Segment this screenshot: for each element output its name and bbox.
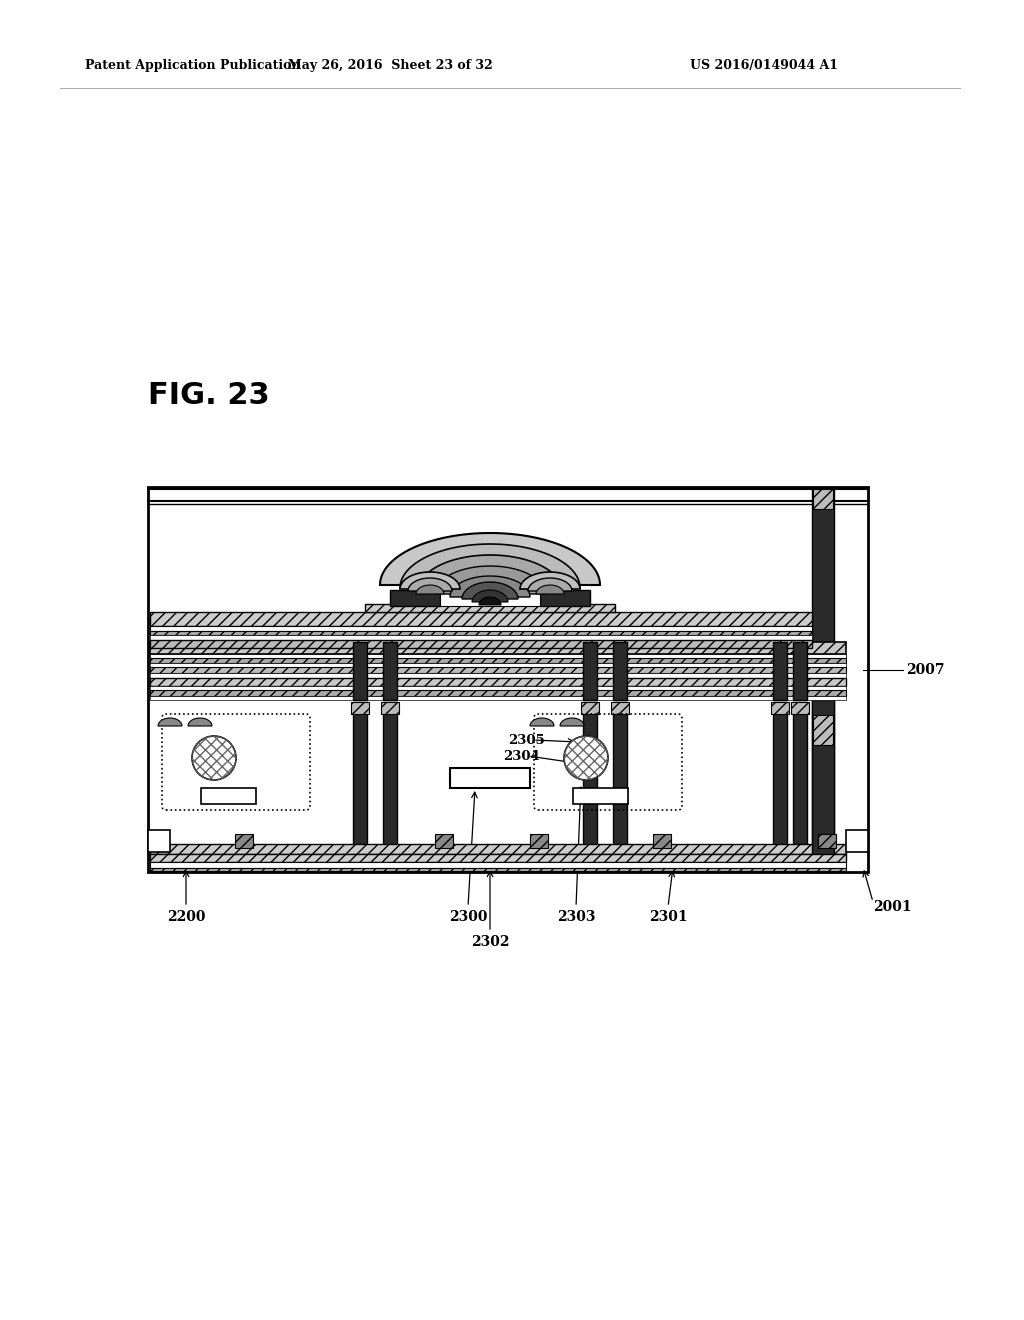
Bar (812, 488, 834, 870)
Polygon shape (536, 585, 564, 594)
Text: 2001: 2001 (873, 900, 911, 913)
Bar (150, 657, 846, 663)
Text: 2302: 2302 (471, 935, 509, 949)
Polygon shape (435, 566, 545, 594)
Text: US 2016/0149044 A1: US 2016/0149044 A1 (690, 58, 838, 71)
Polygon shape (472, 590, 508, 602)
Polygon shape (400, 544, 580, 587)
Bar (150, 663, 846, 667)
Bar (613, 642, 627, 700)
Text: FIG. 23: FIG. 23 (148, 380, 269, 409)
Circle shape (564, 737, 608, 780)
Bar (793, 702, 807, 851)
Bar (353, 702, 367, 851)
Text: 2200: 2200 (167, 909, 205, 924)
Polygon shape (416, 585, 444, 594)
Bar (150, 700, 846, 870)
Text: May 26, 2016  Sheet 23 of 32: May 26, 2016 Sheet 23 of 32 (288, 58, 493, 71)
Bar (150, 667, 846, 673)
Bar (450, 768, 530, 788)
Bar (150, 653, 846, 657)
Bar (150, 504, 866, 642)
Bar (201, 788, 256, 804)
Polygon shape (408, 578, 452, 591)
Text: 2300: 2300 (449, 909, 487, 924)
Bar (150, 631, 812, 635)
Polygon shape (450, 576, 530, 597)
Polygon shape (528, 578, 572, 591)
Bar (150, 696, 846, 700)
Bar (791, 702, 809, 714)
Text: 2303: 2303 (557, 909, 595, 924)
Bar (150, 686, 846, 690)
Polygon shape (188, 718, 212, 726)
Polygon shape (479, 597, 501, 605)
Bar (813, 715, 833, 744)
Bar (234, 834, 253, 847)
Text: 2304: 2304 (503, 750, 540, 763)
Text: 2305: 2305 (508, 734, 545, 747)
Bar (793, 642, 807, 700)
Bar (150, 678, 846, 686)
Text: 2301: 2301 (648, 909, 687, 924)
Text: 2007: 2007 (906, 663, 944, 677)
Bar (150, 854, 846, 862)
Bar (813, 488, 833, 510)
Bar (818, 834, 836, 847)
Bar (150, 626, 812, 631)
Bar (150, 834, 168, 847)
Bar (773, 702, 787, 851)
Polygon shape (418, 554, 562, 591)
Bar (581, 702, 599, 714)
Polygon shape (520, 572, 580, 589)
Bar (150, 488, 866, 502)
Bar (383, 702, 397, 851)
Bar (381, 702, 399, 714)
Text: Patent Application Publication: Patent Application Publication (85, 58, 300, 71)
Polygon shape (380, 533, 600, 585)
Bar (812, 700, 834, 873)
Polygon shape (462, 582, 518, 599)
Bar (150, 843, 846, 854)
Bar (611, 702, 629, 714)
Bar (365, 605, 615, 612)
Bar (583, 702, 597, 851)
Bar (150, 642, 846, 653)
Bar (573, 788, 628, 804)
Bar (583, 642, 597, 700)
Bar (846, 830, 868, 851)
Bar (150, 673, 846, 678)
Polygon shape (400, 572, 460, 589)
Bar (150, 690, 846, 696)
Bar (771, 702, 790, 714)
Bar (773, 642, 787, 700)
Bar (150, 862, 846, 869)
Polygon shape (530, 718, 554, 726)
Bar (148, 487, 868, 873)
Bar (540, 590, 590, 606)
Polygon shape (560, 718, 584, 726)
Bar (148, 830, 170, 851)
Bar (383, 642, 397, 700)
Bar (613, 702, 627, 851)
Bar (150, 869, 846, 871)
Circle shape (193, 737, 236, 780)
Bar (353, 642, 367, 700)
Bar (150, 635, 812, 640)
Bar (390, 590, 440, 606)
Bar (530, 834, 548, 847)
Bar (351, 702, 369, 714)
Bar (435, 834, 453, 847)
Bar (150, 640, 812, 648)
Bar (653, 834, 671, 847)
Bar (150, 612, 812, 626)
Polygon shape (158, 718, 182, 726)
Bar (440, 591, 540, 606)
